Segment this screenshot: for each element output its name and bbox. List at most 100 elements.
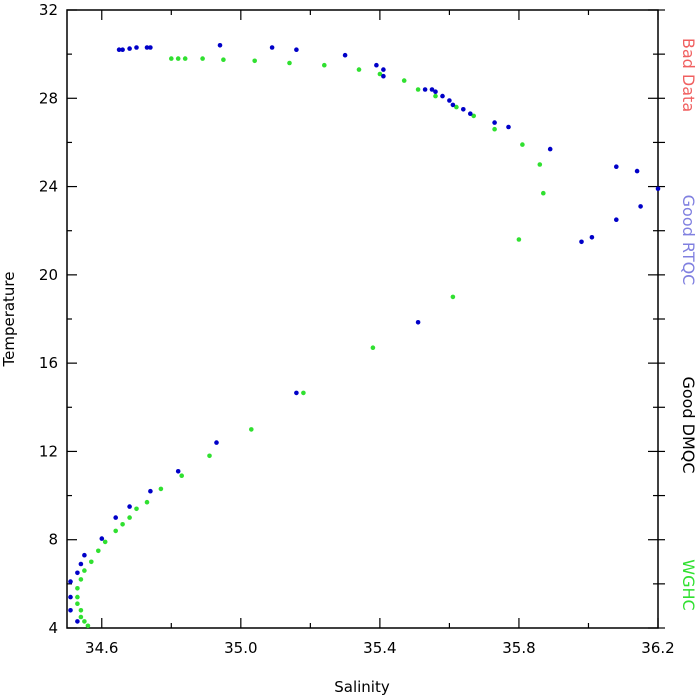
rtqc-point: [294, 47, 299, 52]
wghc-point: [200, 56, 205, 61]
rtqc-point: [415, 320, 421, 325]
rtqc-point: [614, 164, 619, 169]
x-tick-label: 35.8: [502, 639, 535, 657]
wghc-point: [541, 190, 546, 196]
rtqc-point: [547, 146, 553, 152]
wghc-point: [169, 56, 174, 61]
rtqc-point: [450, 102, 456, 108]
wghc-point: [75, 594, 80, 600]
rtqc-point: [175, 469, 181, 474]
wghc-point: [454, 104, 459, 110]
rtqc-point: [468, 111, 473, 116]
rtqc-point: [68, 579, 73, 584]
rtqc-point: [381, 67, 386, 72]
wghc-point: [287, 60, 292, 66]
wghc-point: [78, 614, 84, 620]
legend-good-dmqc: Good DMQC: [679, 376, 698, 473]
wghc-point: [75, 586, 80, 591]
wghc-point: [471, 113, 477, 119]
rtqc-point: [440, 93, 445, 99]
wghc-point: [113, 528, 118, 534]
rtqc-point: [638, 204, 643, 209]
wghc-point: [158, 486, 164, 492]
wghc-point: [450, 294, 456, 300]
wghc-point: [377, 71, 383, 77]
rtqc-point: [381, 73, 386, 79]
wghc-point: [301, 390, 306, 396]
wghc-point: [179, 473, 184, 479]
rtqc-point: [113, 515, 118, 520]
wghc-point: [322, 62, 327, 68]
legend-good-rtqc: Good RTQC: [679, 195, 698, 286]
rtqc-point: [68, 594, 73, 600]
rtqc-point: [492, 120, 497, 125]
rtqc-point: [68, 608, 73, 613]
x-tick-label: 36.2: [641, 639, 674, 657]
rtqc-point: [506, 124, 511, 130]
wghc-point: [120, 522, 125, 527]
x-tick-label: 35.0: [224, 639, 257, 657]
y-tick-label: 8: [48, 531, 58, 549]
rtqc-point: [429, 87, 435, 92]
wghc-point: [492, 126, 497, 132]
rtqc-point: [148, 45, 153, 50]
y-axis-label: Temperature: [0, 271, 18, 367]
rtqc-point: [461, 107, 466, 112]
wghc-point: [127, 515, 132, 520]
rtqc-point: [75, 570, 80, 576]
y-tick-label: 28: [39, 89, 58, 107]
wghc-point: [370, 345, 376, 351]
wghc-point: [537, 162, 543, 167]
wghc-point: [82, 568, 87, 573]
rtqc-point: [78, 561, 84, 567]
y-tick-label: 12: [39, 442, 58, 460]
y-tick-label: 16: [39, 354, 58, 372]
wghc-point: [134, 506, 139, 512]
wghc-point: [520, 142, 525, 147]
wghc-point: [415, 87, 421, 92]
rtqc-point: [127, 504, 132, 509]
rtqc-point: [589, 235, 595, 240]
y-tick-label: 24: [39, 178, 58, 196]
rtqc-point: [82, 552, 87, 558]
wghc-point: [182, 56, 188, 61]
wghc-point: [356, 67, 362, 72]
wghc-point: [75, 601, 80, 606]
wghc-point: [144, 499, 150, 505]
rtqc-point: [214, 440, 219, 445]
wghc-point: [85, 623, 91, 629]
data-points: [68, 43, 661, 629]
x-tick-label: 35.4: [363, 639, 396, 657]
rtqc-point: [99, 536, 105, 541]
rtqc-point: [579, 239, 584, 245]
wghc-point: [516, 237, 522, 242]
wghc-point: [249, 427, 254, 432]
x-tick-label: 34.6: [85, 639, 118, 657]
legend-wghc: WGHC: [679, 559, 698, 610]
axis-ticks: 34.6 35.0 35.4 35.8 36.2 4 8 12 16 20 24 28 32: [39, 1, 675, 657]
rtqc-point: [614, 217, 619, 222]
wghc-point: [433, 93, 438, 99]
wghc-point: [401, 78, 407, 83]
y-tick-label: 20: [39, 266, 58, 284]
wghc-point: [252, 58, 257, 64]
wghc-point: [207, 453, 212, 459]
rtqc-point: [144, 45, 150, 50]
y-tick-label: 32: [39, 1, 58, 19]
rtqc-point: [342, 52, 348, 58]
rtqc-point: [134, 45, 139, 50]
legend: Bad Data Good RTQC Good DMQC WGHC: [679, 38, 698, 611]
wghc-point: [82, 619, 87, 624]
wghc-point: [78, 577, 84, 582]
rtqc-point: [269, 45, 275, 50]
y-tick-label: 4: [48, 619, 58, 637]
rtqc-point: [422, 87, 428, 92]
rtqc-point: [120, 47, 125, 52]
wghc-point: [89, 559, 94, 565]
wghc-point: [175, 56, 181, 61]
wghc-point: [78, 608, 84, 613]
rtqc-point: [634, 168, 640, 174]
rtqc-point: [447, 98, 452, 103]
wghc-point: [102, 539, 108, 545]
